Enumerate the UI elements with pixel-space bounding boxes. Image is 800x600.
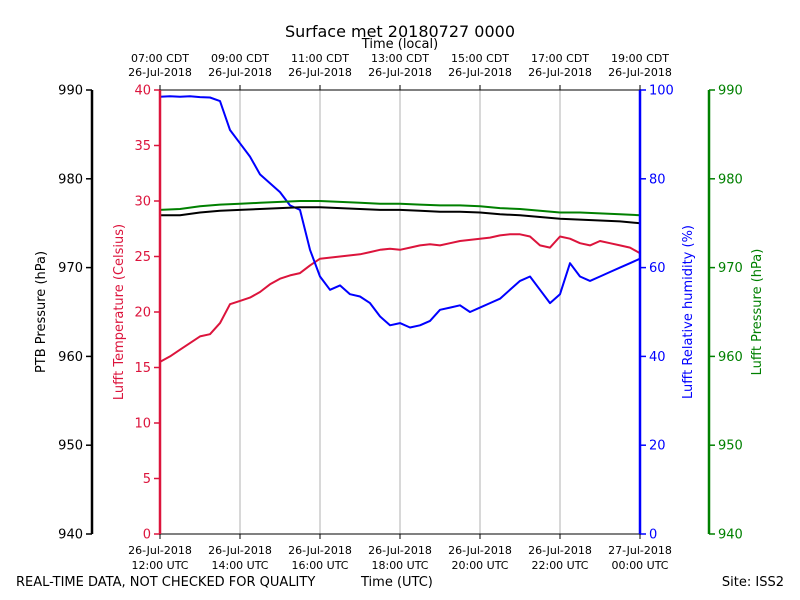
y-axis-label-temp: Lufft Temperature (Celsius) [112,224,127,400]
chart-title: Surface met 20180727 0000 [285,22,515,41]
y-tick-label-temp: 5 [143,472,151,487]
y-tick-label-ptb: 940 [58,528,83,543]
y-tick-label-temp: 35 [134,139,151,154]
x-tick-label-local-time: 15:00 CDT [451,52,509,65]
y-tick-label-lufft_p: 970 [718,261,743,276]
x-tick-label-local-time: 19:00 CDT [611,52,669,65]
x-tick-label-utc-time: 22:00 UTC [531,559,588,572]
y-axis-label-ptb: PTB Pressure (hPa) [34,251,49,373]
series-line-rh [159,95,641,329]
y-tick-label-rh: 20 [649,439,666,454]
series-line-temp [159,233,641,363]
y-tick-label-lufft_p: 940 [718,528,743,543]
y-tick-label-lufft_p: 990 [718,84,743,99]
y-tick-label-temp: 10 [134,417,151,432]
series-layer [159,95,641,363]
site-label: Site: ISS2 [721,575,784,590]
x-tick-label-utc-date: 26-Jul-2018 [448,544,512,557]
y-tick-label-rh: 100 [649,84,674,99]
x-tick-label-local-time: 11:00 CDT [291,52,349,65]
y-tick-label-rh: 0 [649,528,657,543]
y-tick-label-ptb: 960 [58,350,83,365]
x-tick-label-utc-date: 26-Jul-2018 [288,544,352,557]
grid [239,90,561,534]
x-tick-label-utc-time: 20:00 UTC [451,559,508,572]
x-tick-label-utc-date: 26-Jul-2018 [208,544,272,557]
y-axis-label-rh: Lufft Relative humidity (%) [681,225,696,399]
y-tick-label-lufft_p: 980 [718,172,743,187]
x-tick-label-utc-time: 16:00 UTC [291,559,348,572]
y-tick-label-ptb: 950 [58,439,83,454]
x-tick-label-local-date: 26-Jul-2018 [368,66,432,79]
y-tick-label-temp: 15 [134,361,151,376]
series-line-ptb [160,206,641,225]
y-axis-label-lufft_p: Lufft Pressure (hPa) [750,249,765,376]
y-tick-label-temp: 40 [134,84,151,99]
top-axis-label: Time (local) [361,37,438,52]
y-tick-label-temp: 0 [143,528,151,543]
quality-notice: REAL-TIME DATA, NOT CHECKED FOR QUALITY [16,575,316,590]
y-tick-label-ptb: 990 [58,84,83,99]
x-tick-label-utc-time: 14:00 UTC [211,559,268,572]
x-tick-label-local-date: 26-Jul-2018 [528,66,592,79]
x-tick-label-local-time: 09:00 CDT [211,52,269,65]
x-axis-label: Time (UTC) [361,575,433,590]
x-tick-label-local-date: 26-Jul-2018 [288,66,352,79]
y-tick-label-rh: 60 [649,261,666,276]
x-tick-label-utc-date: 26-Jul-2018 [128,544,192,557]
series-line-lufft_p [159,200,641,217]
x-axis: 26-Jul-2018 12:00 UTC 26-Jul-2018 14:00 UTC… [128,52,672,572]
y-tick-label-rh: 40 [649,350,666,365]
y-tick-label-lufft_p: 960 [718,350,743,365]
y-tick-label-temp: 30 [134,195,151,210]
y-tick-label-rh: 80 [649,172,666,187]
x-tick-label-local-time: 07:00 CDT [131,52,189,65]
x-tick-label-utc-time: 12:00 UTC [131,559,188,572]
y-tick-label-ptb: 970 [58,261,83,276]
y-tick-label-temp: 20 [134,306,151,321]
x-tick-label-utc-date: 27-Jul-2018 [608,544,672,557]
x-tick-label-local-date: 26-Jul-2018 [608,66,672,79]
x-tick-label-local-time: 13:00 CDT [371,52,429,65]
y-tick-label-lufft_p: 950 [718,439,743,454]
x-tick-label-local-date: 26-Jul-2018 [208,66,272,79]
x-tick-label-local-time: 17:00 CDT [531,52,589,65]
x-tick-label-utc-date: 26-Jul-2018 [528,544,592,557]
x-tick-label-local-date: 26-Jul-2018 [448,66,512,79]
x-tick-label-utc-date: 26-Jul-2018 [368,544,432,557]
y-tick-label-temp: 25 [134,250,151,265]
x-tick-label-utc-time: 18:00 UTC [371,559,428,572]
x-tick-label-utc-time: 00:00 UTC [611,559,668,572]
y-tick-label-ptb: 980 [58,172,83,187]
x-tick-label-local-date: 26-Jul-2018 [128,66,192,79]
